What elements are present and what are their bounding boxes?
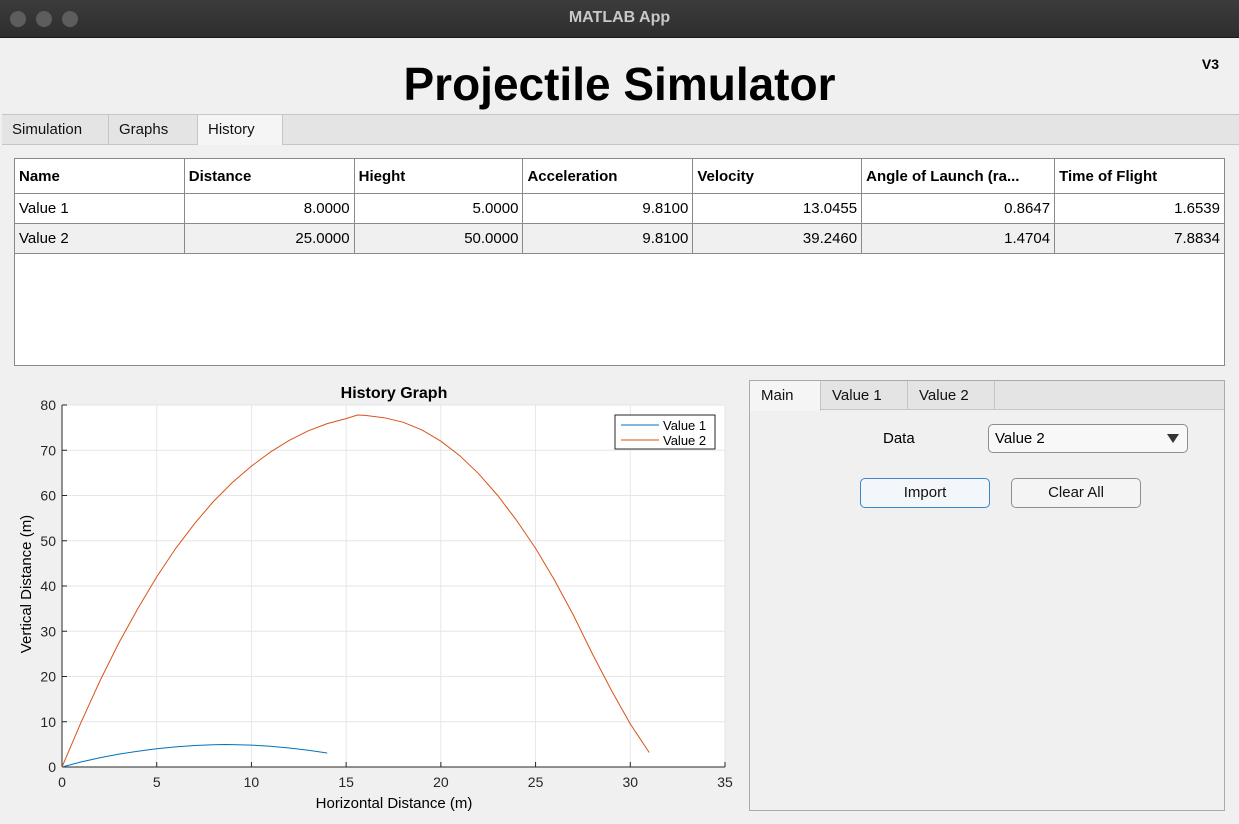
table-cell[interactable]: 9.8100 <box>522 193 694 224</box>
y-axis-label: Vertical Distance (m) <box>18 515 35 653</box>
chart-series-group <box>61 414 650 768</box>
series-line-1 <box>61 743 328 768</box>
y-tick-label: 50 <box>40 533 56 549</box>
version-label: V3 <box>1201 56 1219 72</box>
chart-axes <box>61 404 726 768</box>
x-axis-label: Horizontal Distance (m) <box>316 795 473 812</box>
y-tick-label: 60 <box>40 488 56 504</box>
column-header-name[interactable]: Name <box>14 158 185 194</box>
x-tick-label: 10 <box>244 774 260 790</box>
table-cell[interactable]: 5.0000 <box>353 193 524 224</box>
x-tick-label: 30 <box>622 774 638 790</box>
table-cell[interactable]: 39.2460 <box>692 223 863 254</box>
side-tab-value-2[interactable]: Value 2 <box>908 381 995 410</box>
y-tick-label: 10 <box>40 714 56 730</box>
legend-label: Value 1 <box>663 418 706 433</box>
x-tick-label: 25 <box>528 774 544 790</box>
column-header-angle[interactable]: Angle of Launch (ra... <box>861 158 1056 194</box>
x-tick-label: 20 <box>433 774 449 790</box>
minimize-window-icon[interactable] <box>36 11 52 27</box>
window-title: MATLAB App <box>568 9 671 26</box>
app-title: Projectile Simulator <box>403 58 836 110</box>
data-dropdown-value: Value 2 <box>995 430 1045 447</box>
history-graph: History Graph 0 5 10 15 20 25 30 35 0 10 20 30 40 50 6… <box>10 378 740 818</box>
table-cell[interactable]: Value 2 <box>14 223 185 254</box>
side-panel: Main Value 1 Value 2 Data Value 2 Import… <box>749 380 1225 811</box>
y-tick-label: 40 <box>40 578 56 594</box>
table-cell[interactable]: 7.8834 <box>1054 223 1225 254</box>
legend-box <box>614 414 716 450</box>
tab-simulation[interactable]: Simulation <box>2 115 109 145</box>
y-tick-label: 30 <box>40 623 56 639</box>
table-cell[interactable]: 8.0000 <box>183 193 355 224</box>
chart-grid <box>61 404 726 768</box>
y-tick-label: 80 <box>40 397 56 413</box>
window-titlebar: MATLAB App <box>0 0 1239 38</box>
history-table: Name Distance Hieght Acceleration Veloci… <box>14 158 1225 254</box>
table-row[interactable]: Value 1 8.0000 5.0000 9.8100 13.0455 0.8… <box>14 193 1225 224</box>
chart-title: History Graph <box>341 385 448 402</box>
close-window-icon[interactable] <box>10 11 26 27</box>
table-cell[interactable]: Value 1 <box>14 193 185 224</box>
table-cell[interactable]: 1.4704 <box>861 223 1056 254</box>
table-cell[interactable]: 0.8647 <box>861 193 1056 224</box>
x-tick-label: 15 <box>338 774 354 790</box>
column-header-height[interactable]: Hieght <box>353 158 524 194</box>
table-cell[interactable]: 1.6539 <box>1054 193 1225 224</box>
maximize-window-icon[interactable] <box>62 11 78 27</box>
y-tick-label: 0 <box>48 759 56 775</box>
x-tick-label: 35 <box>717 774 733 790</box>
tab-history[interactable]: History <box>197 115 283 146</box>
side-tab-value-1[interactable]: Value 1 <box>821 381 908 410</box>
data-label: Data <box>883 430 915 447</box>
chart-ticks: 0 5 10 15 20 25 30 35 0 10 20 30 40 50 60 70 80 <box>40 397 733 790</box>
column-header-time-of-flight[interactable]: Time of Flight <box>1054 158 1225 194</box>
table-cell[interactable]: 50.0000 <box>353 223 524 254</box>
y-tick-label: 20 <box>40 669 56 685</box>
x-tick-label: 5 <box>153 774 161 790</box>
import-button[interactable]: Import <box>860 478 990 508</box>
side-tab-main[interactable]: Main <box>750 381 821 411</box>
table-cell[interactable]: 13.0455 <box>692 193 863 224</box>
table-cell[interactable]: 25.0000 <box>183 223 355 254</box>
tab-graphs[interactable]: Graphs <box>109 115 198 145</box>
series-line-2 <box>61 414 650 768</box>
table-header-row: Name Distance Hieght Acceleration Veloci… <box>14 158 1225 194</box>
y-tick-label: 70 <box>40 442 56 458</box>
column-header-acceleration[interactable]: Acceleration <box>522 158 694 194</box>
column-header-distance[interactable]: Distance <box>183 158 355 194</box>
history-graph-svg: History Graph 0 5 10 15 20 25 30 35 0 10 20 30 40 50 6… <box>18 385 733 812</box>
chevron-down-icon <box>1167 434 1179 443</box>
table-row[interactable]: Value 2 25.0000 50.0000 9.8100 39.2460 1… <box>14 223 1225 254</box>
legend-label: Value 2 <box>663 433 706 448</box>
column-header-velocity[interactable]: Velocity <box>692 158 863 194</box>
side-tabbar: Main Value 1 Value 2 <box>750 381 1224 411</box>
table-cell[interactable]: 9.8100 <box>522 223 694 254</box>
data-dropdown[interactable]: Value 2 <box>988 424 1188 453</box>
clear-all-button[interactable]: Clear All <box>1011 478 1141 508</box>
main-tabbar: Simulation Graphs History <box>2 114 1239 146</box>
x-tick-label: 0 <box>58 774 66 790</box>
